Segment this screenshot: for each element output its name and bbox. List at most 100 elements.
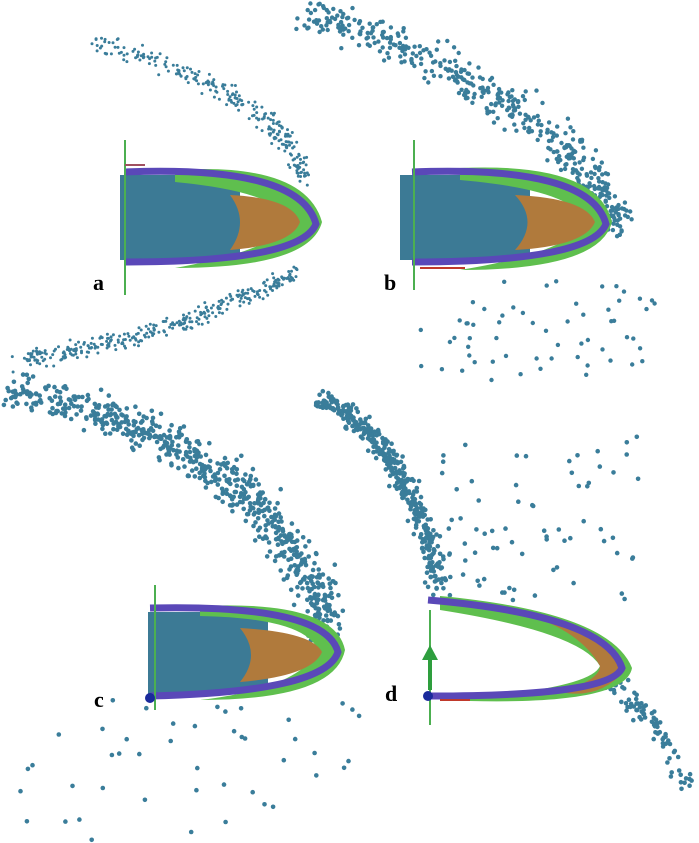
point <box>305 609 310 614</box>
point <box>615 551 620 556</box>
point <box>194 310 197 313</box>
point <box>595 449 600 454</box>
point <box>321 572 326 577</box>
point <box>299 162 302 165</box>
point <box>138 59 141 62</box>
point <box>303 544 308 549</box>
point <box>282 278 285 281</box>
point <box>63 351 66 354</box>
point <box>193 724 198 729</box>
point <box>475 579 480 584</box>
point <box>107 393 112 398</box>
point <box>514 129 518 133</box>
point <box>510 113 514 117</box>
point <box>263 534 268 539</box>
point <box>185 454 190 459</box>
point <box>171 327 174 330</box>
point <box>516 499 521 504</box>
point <box>295 16 299 20</box>
point <box>258 526 263 531</box>
point <box>13 389 18 394</box>
point <box>485 109 489 113</box>
point <box>497 320 501 324</box>
point <box>36 353 39 356</box>
point <box>447 551 452 556</box>
point <box>302 23 306 27</box>
point <box>511 103 515 107</box>
point <box>96 412 101 417</box>
point <box>470 101 474 105</box>
point <box>329 398 334 403</box>
point <box>566 117 570 121</box>
point <box>28 394 33 399</box>
point <box>86 351 89 354</box>
point <box>642 712 647 717</box>
point <box>159 412 164 417</box>
point <box>228 293 231 296</box>
figure: a b c d <box>0 0 699 843</box>
axis-arrow <box>422 645 438 660</box>
point <box>118 335 121 338</box>
point <box>551 568 556 573</box>
point <box>123 54 126 57</box>
point <box>359 421 364 426</box>
point <box>522 126 526 130</box>
point <box>176 64 179 67</box>
point <box>231 93 234 96</box>
point <box>43 385 48 390</box>
point <box>187 81 190 84</box>
point <box>187 445 192 450</box>
point <box>12 380 17 385</box>
point <box>296 165 299 168</box>
point <box>513 97 517 101</box>
point <box>350 36 354 40</box>
point <box>100 427 105 432</box>
point <box>381 30 385 34</box>
point <box>147 55 150 58</box>
point <box>195 766 200 771</box>
point <box>80 351 83 354</box>
point <box>436 564 441 569</box>
point <box>114 344 117 347</box>
point <box>618 233 622 237</box>
point <box>45 365 48 368</box>
point <box>417 519 422 524</box>
point <box>358 32 362 36</box>
point <box>630 556 635 561</box>
point <box>347 23 351 27</box>
point <box>213 96 216 99</box>
point <box>631 718 636 723</box>
point <box>165 334 168 337</box>
point <box>571 581 576 586</box>
point <box>286 134 289 137</box>
point <box>182 424 187 429</box>
point <box>570 471 575 476</box>
point <box>234 490 239 495</box>
point <box>623 200 627 204</box>
point <box>197 82 200 85</box>
point <box>90 342 93 345</box>
point <box>378 49 382 53</box>
point <box>326 576 331 581</box>
point <box>289 273 292 276</box>
point <box>295 267 298 270</box>
panel-label: b <box>384 270 396 295</box>
point <box>341 609 346 614</box>
point <box>305 163 308 166</box>
point <box>267 540 272 545</box>
point <box>35 350 38 353</box>
point <box>262 282 265 285</box>
point <box>466 90 470 94</box>
point <box>458 318 462 322</box>
point <box>189 830 194 835</box>
point <box>307 17 311 21</box>
point <box>418 51 422 55</box>
point <box>277 147 280 150</box>
point <box>454 487 459 492</box>
point <box>465 321 469 325</box>
point <box>280 275 283 278</box>
point <box>125 433 130 438</box>
point <box>403 52 407 56</box>
point <box>157 425 162 430</box>
point <box>232 729 237 734</box>
